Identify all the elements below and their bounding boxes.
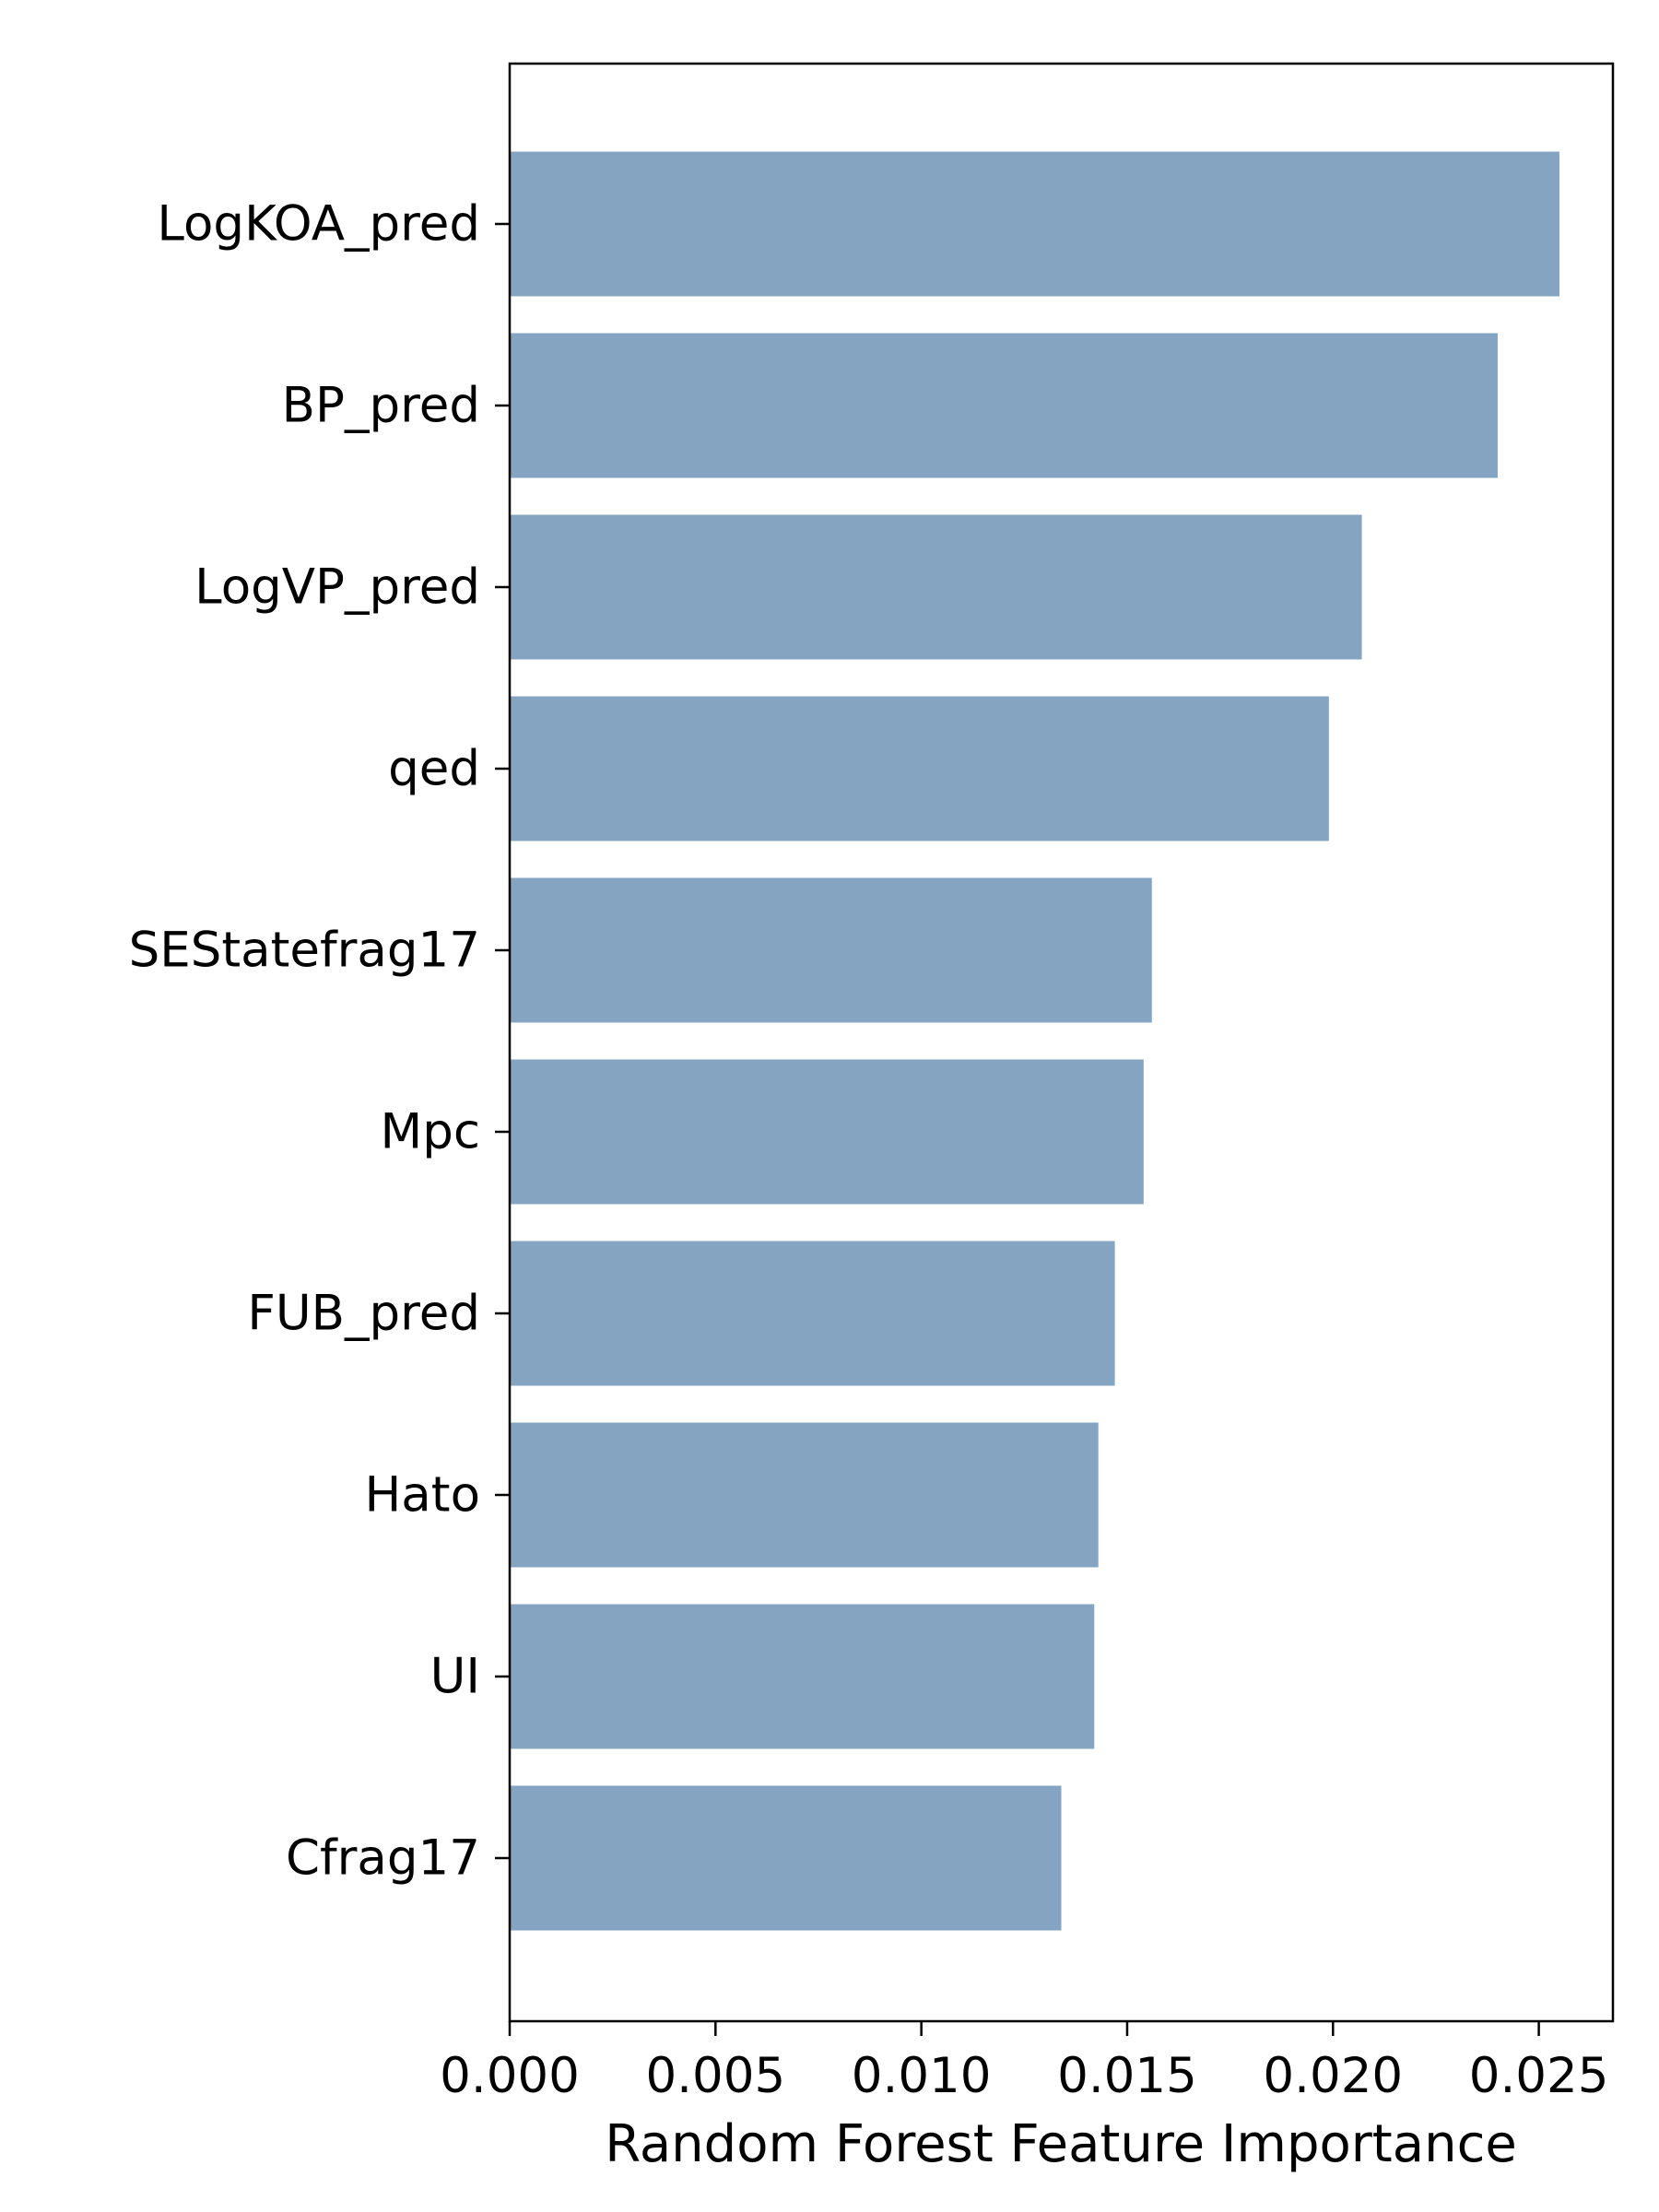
bar-0 (510, 151, 1559, 297)
bar-4 (510, 877, 1152, 1023)
bar-8 (510, 1604, 1095, 1749)
y-tick-label: BP_pred (282, 378, 480, 434)
y-tick-label: UI (430, 1649, 480, 1705)
x-tick-label: 0.025 (1469, 2048, 1609, 2104)
bars-group (510, 151, 1559, 1931)
x-axis: 0.000 0.005 0.010 0.015 0.020 0.025 (440, 2021, 1608, 2104)
y-tick-label: Mpc (380, 1104, 480, 1160)
y-tick-label: LogKOA_pred (157, 196, 480, 253)
y-tick-label: Cfrag17 (286, 1830, 480, 1887)
bar-1 (510, 333, 1498, 478)
y-tick-label: LogVP_pred (194, 559, 480, 616)
y-tick-label: SEStatefrag17 (129, 923, 480, 979)
plot-frame (508, 62, 1615, 2023)
x-tick-label: 0.015 (1057, 2048, 1197, 2104)
bar-2 (510, 514, 1362, 660)
x-tick-label: 0.010 (852, 2048, 992, 2104)
y-tick-label: Hato (364, 1467, 480, 1524)
x-axis-label: Random Forest Feature Importance (605, 2114, 1517, 2174)
x-tick-label: 0.005 (645, 2048, 785, 2104)
y-tick-label: FUB_pred (247, 1286, 480, 1342)
x-tick-label: 0.020 (1263, 2048, 1403, 2104)
bar-6 (510, 1241, 1115, 1386)
bar-9 (510, 1785, 1062, 1931)
x-tick-label: 0.000 (440, 2048, 580, 2104)
bar-3 (510, 696, 1329, 841)
bar-5 (510, 1059, 1144, 1205)
y-tick-label: qed (388, 741, 480, 797)
bar-7 (510, 1422, 1099, 1568)
